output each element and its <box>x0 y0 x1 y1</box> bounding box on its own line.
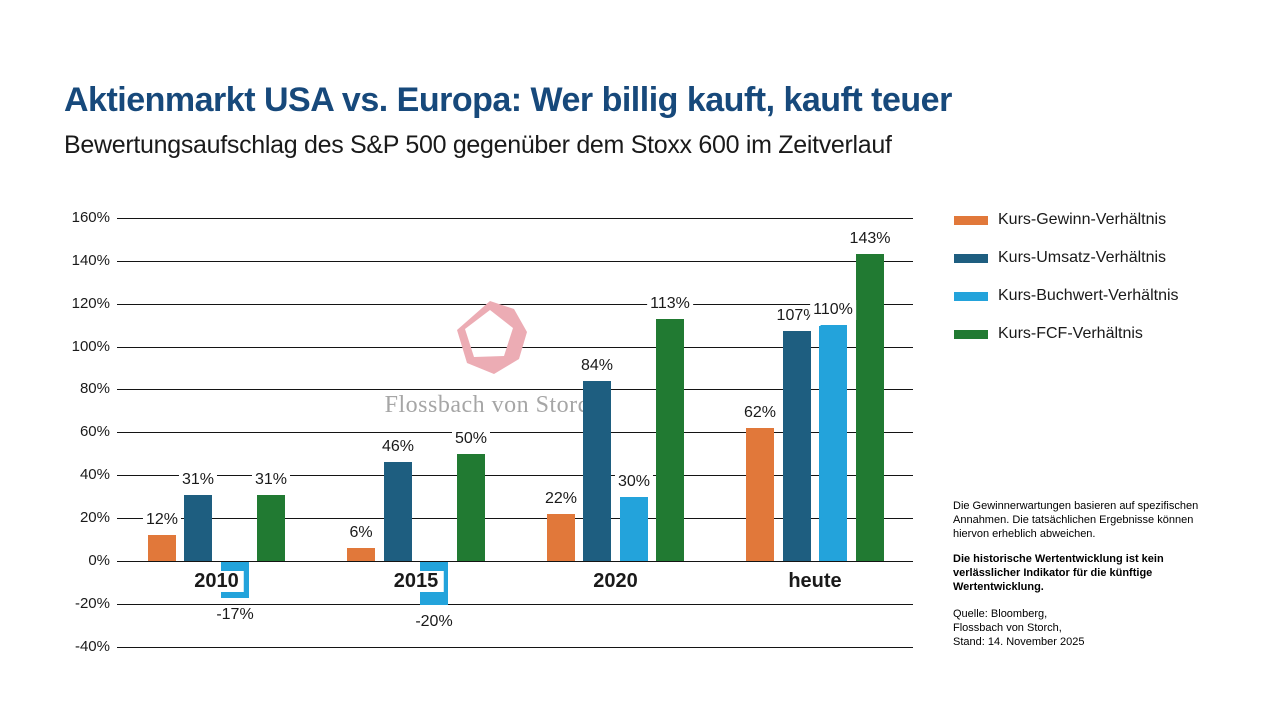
risk-warning-text: Die historische Wertentwicklung ist kein… <box>953 552 1221 594</box>
x-axis-category-label: heute <box>783 571 847 592</box>
y-axis-tick-label: -20% <box>74 595 110 612</box>
flossbach-von-storch-logo-icon <box>457 301 527 374</box>
bar-value-label: 31% <box>251 470 291 490</box>
bar <box>656 319 684 561</box>
x-axis-category-label: 2010 <box>189 571 244 592</box>
legend-label: Kurs-Buchwert-Verhältnis <box>998 287 1179 304</box>
warning-line: Die historische Wertentwicklung ist kein <box>953 553 1164 565</box>
bar <box>347 548 375 561</box>
bar-value-label: 12% <box>142 510 182 530</box>
bar-value-label: 143% <box>846 229 894 249</box>
y-axis-tick-label: 0% <box>88 552 110 569</box>
bar-value-label: -17% <box>213 605 257 625</box>
bar-value-label: 62% <box>740 403 780 423</box>
x-axis-category-label: 2020 <box>588 571 643 592</box>
bar <box>783 331 811 561</box>
watermark-text: Flossbach von Storch <box>384 392 602 418</box>
y-axis-tick-label: 120% <box>71 295 110 312</box>
bar <box>457 454 485 561</box>
y-axis-tick-label: 80% <box>79 380 110 397</box>
legend-item: Kurs-Buchwert-Verhältnis <box>954 285 1179 307</box>
y-axis-tick-label: 40% <box>79 466 110 483</box>
legend-item: Kurs-FCF-Verhältnis <box>954 323 1179 345</box>
chart-legend: Kurs-Gewinn-Verhältnis Kurs-Umsatz-Verhä… <box>954 209 1179 361</box>
disclaimer-line: hiervon erheblich abweichen. <box>953 528 1096 540</box>
bar <box>547 514 575 561</box>
source-line: Stand: 14. November 2025 <box>953 636 1085 648</box>
gridline <box>117 432 913 433</box>
y-axis-tick-label: 20% <box>79 509 110 526</box>
page-subtitle: Bewertungsaufschlag des S&P 500 gegenübe… <box>64 131 892 159</box>
x-axis-category-label: 2015 <box>388 571 444 592</box>
disclaimer-line: Die Gewinnerwartungen basieren auf spezi… <box>953 500 1199 512</box>
y-axis-tick-label: 60% <box>79 423 110 440</box>
legend-item: Kurs-Gewinn-Verhältnis <box>954 209 1179 231</box>
gridline <box>117 475 913 476</box>
y-axis-tick-label: 140% <box>71 252 110 269</box>
legend-item: Kurs-Umsatz-Verhältnis <box>954 247 1179 269</box>
gridline <box>117 561 913 562</box>
y-axis-tick-label: -40% <box>74 638 110 655</box>
bar <box>819 325 847 561</box>
gridline <box>117 647 913 648</box>
source-text: Quelle: Bloomberg, Flossbach von Storch,… <box>953 607 1221 649</box>
gridline <box>117 218 913 219</box>
y-axis-tick-label: 160% <box>71 209 110 226</box>
bar-value-label: 46% <box>378 437 418 457</box>
bar-value-label: 30% <box>614 472 654 492</box>
bar-value-label: 31% <box>178 470 218 490</box>
y-axis-tick-label: 100% <box>71 338 110 355</box>
bar-value-label: 84% <box>577 356 617 376</box>
legend-swatch-darkblue <box>954 253 988 263</box>
source-line: Quelle: Bloomberg, <box>953 608 1048 620</box>
page-title: Aktienmarkt USA vs. Europa: Wer billig k… <box>64 81 952 119</box>
bar <box>257 495 285 561</box>
disclaimer-line: Annahmen. Die tatsächlichen Ergebnisse k… <box>953 514 1194 526</box>
bar <box>148 535 176 561</box>
bar-value-label: 6% <box>346 523 376 543</box>
legend-swatch-green <box>954 329 988 339</box>
bar-value-label: 113% <box>647 294 693 314</box>
gridline <box>117 261 913 262</box>
legend-label: Kurs-Gewinn-Verhältnis <box>998 211 1167 228</box>
warning-line: Wertentwicklung. <box>953 581 1044 593</box>
legend-label: Kurs-Umsatz-Verhältnis <box>998 249 1167 266</box>
source-line: Flossbach von Storch, <box>953 622 1062 634</box>
gridline <box>117 518 913 519</box>
gridline <box>117 389 913 390</box>
bar-value-label: 22% <box>541 489 581 509</box>
warning-line: verlässlicher Indikator für die künftige <box>953 567 1153 579</box>
bar <box>856 254 884 561</box>
legend-label: Kurs-FCF-Verhältnis <box>998 325 1143 342</box>
bar-value-label: -20% <box>412 612 456 632</box>
bar <box>583 381 611 561</box>
legend-swatch-orange <box>954 215 988 225</box>
bar <box>746 428 774 561</box>
gridline <box>117 304 913 305</box>
bar <box>384 462 412 561</box>
bar-value-label: 50% <box>451 429 491 449</box>
disclaimer-text: Die Gewinnerwartungen basieren auf spezi… <box>953 499 1221 541</box>
legend-swatch-lightblue <box>954 291 988 301</box>
bar-value-label: 107% <box>773 306 821 326</box>
bar-value-label: 110% <box>810 300 856 320</box>
gridline <box>117 604 913 605</box>
bar <box>620 497 648 561</box>
bar <box>184 495 212 561</box>
